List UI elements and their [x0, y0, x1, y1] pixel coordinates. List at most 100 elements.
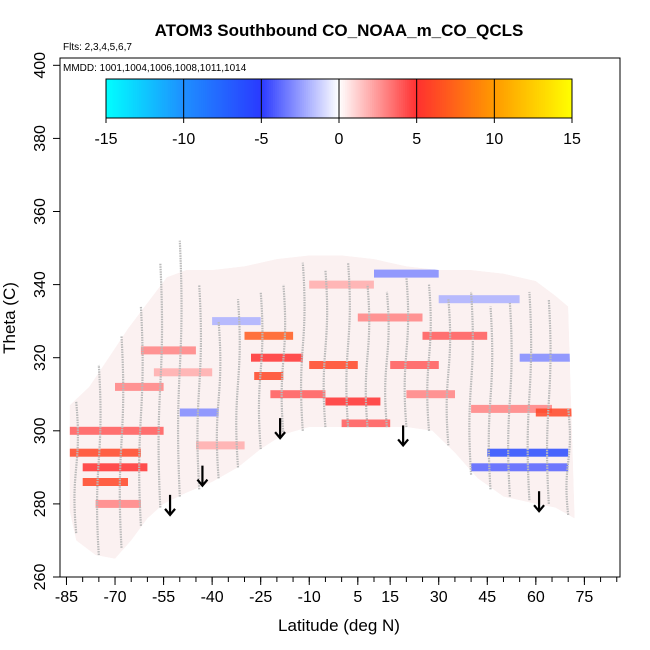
colorbar-swatch — [253, 79, 257, 118]
colorbar-swatch — [305, 79, 309, 118]
colorbar-swatch — [344, 79, 348, 118]
colorbar-swatch — [170, 79, 173, 118]
colorbar-swatch — [387, 79, 390, 118]
colorbar-swatch — [519, 79, 523, 118]
colorbar-swatch — [226, 79, 229, 118]
flight-track — [565, 408, 572, 516]
colorbar-swatch — [162, 79, 165, 118]
colorbar-swatch — [183, 79, 187, 118]
colorbar-swatch — [137, 79, 140, 118]
colorbar-swatch — [216, 79, 220, 118]
colorbar-swatch — [529, 79, 532, 118]
colorbar-swatch — [455, 79, 458, 118]
heatmap-clip-group — [69, 255, 575, 559]
colorbar-swatch — [154, 79, 157, 118]
colorbar-swatch — [300, 79, 303, 118]
colorbar-tick-label: -10 — [172, 131, 195, 148]
colorbar-swatch — [511, 79, 515, 118]
colorbar-swatch — [389, 79, 392, 118]
colorbar-swatch — [566, 79, 569, 118]
colorbar-swatch — [445, 79, 449, 118]
colorbar-swatch — [535, 79, 538, 118]
colorbar-swatch — [123, 79, 126, 118]
colorbar-swatch — [150, 79, 154, 118]
heatmap-band — [519, 353, 575, 362]
colorbar-swatch — [203, 79, 206, 118]
heatmap-band — [69, 426, 164, 435]
colorbar-swatch — [430, 79, 433, 118]
plot-area — [69, 240, 575, 559]
flight-track — [118, 335, 125, 548]
heatmap-band — [140, 346, 196, 355]
colorbar-swatch — [129, 79, 132, 118]
colorbar-swatch — [564, 79, 567, 118]
colorbar-swatch — [117, 79, 121, 118]
colorbar-swatch — [471, 79, 474, 118]
colorbar-swatch — [206, 79, 210, 118]
flight-track — [235, 299, 241, 468]
colorbar-swatch — [502, 79, 505, 118]
colorbar-swatch — [187, 79, 190, 118]
colorbar-swatch — [379, 79, 383, 118]
colorbar-swatch — [321, 79, 324, 118]
flight-track — [487, 306, 494, 490]
heatmap-band — [244, 331, 294, 340]
colorbar-swatch — [133, 79, 136, 118]
colorbar-swatch — [144, 79, 148, 118]
heatmap-band — [341, 419, 391, 428]
x-tick-label: 5 — [353, 589, 362, 606]
heatmap-band — [422, 331, 488, 340]
colorbar-swatch — [272, 79, 276, 118]
colorbar-swatch — [428, 79, 431, 118]
colorbar-swatch — [346, 79, 350, 118]
colorbar-swatch — [350, 79, 354, 118]
colorbar-swatch — [474, 79, 478, 118]
colorbar-swatch — [505, 79, 509, 118]
colorbar-swatch — [403, 79, 406, 118]
colorbar-swatch — [315, 79, 319, 118]
heatmap-band — [196, 441, 245, 450]
colorbar-swatch — [364, 79, 367, 118]
colorbar-swatch — [533, 79, 536, 118]
colorbar-swatch — [175, 79, 179, 118]
colorbar-swatch — [189, 79, 192, 118]
colorbar-swatch — [333, 79, 336, 118]
colorbar-swatch — [537, 79, 540, 118]
x-axis-label: Latitude (deg N) — [278, 616, 400, 635]
colorbar-swatch — [339, 79, 342, 118]
colorbar-swatch — [348, 79, 352, 118]
colorbar-swatch — [484, 79, 488, 118]
colorbar-swatch — [247, 79, 251, 118]
heatmap-band — [406, 390, 455, 399]
colorbar-swatch — [432, 79, 435, 118]
heatmap-band — [438, 295, 520, 304]
colorbar-swatch — [538, 79, 542, 118]
colorbar-swatch — [542, 79, 546, 118]
colorbar-swatch — [342, 79, 346, 118]
colorbar-swatch — [113, 79, 117, 118]
colorbar-swatch — [185, 79, 189, 118]
heatmap-band — [487, 448, 569, 457]
x-tick-label: -55 — [152, 589, 175, 606]
colorbar-swatch — [152, 79, 156, 118]
flight-track — [73, 401, 80, 534]
y-tick-label: 320 — [32, 344, 49, 371]
colorbar-swatch — [172, 79, 175, 118]
colorbar-swatch — [517, 79, 521, 118]
colorbar-swatch — [498, 79, 501, 118]
flight-track — [445, 299, 452, 446]
colorbar-swatch — [372, 79, 375, 118]
colorbar-swatch — [492, 79, 495, 118]
flight-track — [322, 269, 329, 428]
colorbar-swatch — [418, 79, 422, 118]
x-tick-label: -85 — [55, 589, 78, 606]
colorbar-swatch — [286, 79, 290, 118]
colorbar-swatch — [292, 79, 295, 118]
colorbar-swatch — [397, 79, 400, 118]
colorbar-swatch — [296, 79, 299, 118]
x-tick-label: 60 — [527, 589, 545, 606]
colorbar-swatch — [391, 79, 394, 118]
colorbar-swatch — [540, 79, 544, 118]
heatmap-band — [309, 280, 374, 289]
colorbar-swatch — [228, 79, 231, 118]
